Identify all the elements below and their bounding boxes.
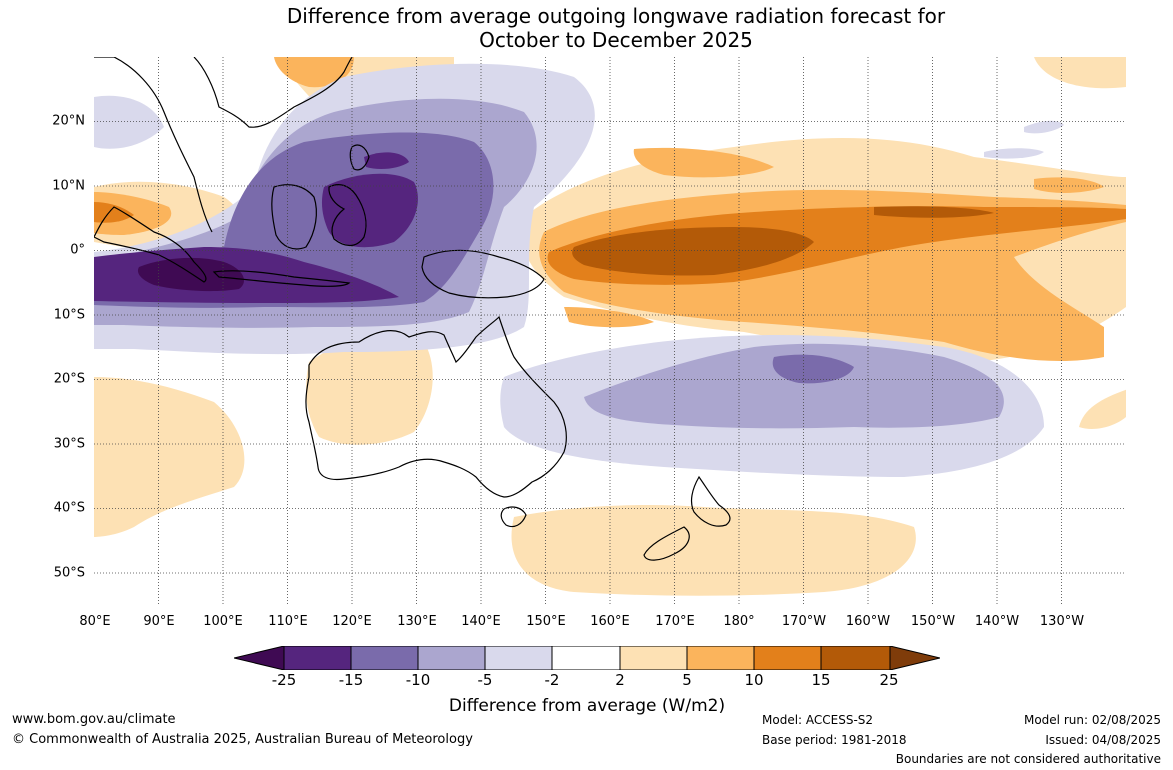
colorbar-swatch [619,646,688,670]
colorbar-tick: 15 [811,671,831,689]
lon-label-110e: 110°E [268,614,308,629]
map-title: Difference from average outgoing longwav… [0,4,1173,52]
title-line-1: Difference from average outgoing longwav… [286,4,946,28]
boundaries-disclaimer: Boundaries are not considered authoritat… [895,752,1161,766]
lat-label-10s: 10°S [53,307,85,323]
gridlines [94,57,1126,605]
lon-label-150e: 150°E [526,614,566,629]
website-link[interactable]: www.bom.gov.au/climate [12,712,176,727]
colorbar-arrow-low [234,646,285,670]
lon-label-100e: 100°E [203,614,243,629]
colorbar-swatch [350,646,419,670]
lon-label-130e: 130°E [397,614,437,629]
colorbar-tick: 25 [879,671,899,689]
colorbar-tick: -2 [544,671,560,689]
colorbar-swatch [551,646,621,670]
colorbar [234,646,940,670]
lon-label-80e: 80°E [79,614,111,629]
colorbar-label: Difference from average (W/m2) [448,696,726,716]
lon-label-140w: 140°W [974,614,1020,629]
colorbar-tick: -15 [338,671,364,689]
lon-label-150w: 150°W [910,614,956,629]
colorbar-swatch [753,646,822,670]
lon-label-160w: 160°W [845,614,891,629]
colorbar-tick: -10 [405,671,431,689]
lon-label-130w: 130°W [1039,614,1085,629]
lat-label-20s: 20°S [53,371,85,387]
colorbar-swatch [484,646,553,670]
base-period: Base period: 1981-2018 [762,733,907,747]
coastlines [94,57,731,561]
lon-label-170e: 170°E [655,614,695,629]
lon-label-140e: 140°E [461,614,501,629]
anomaly-map [94,57,1126,605]
model-name: Model: ACCESS-S2 [762,713,874,727]
colorbar-tick: -5 [477,671,493,689]
lon-label-160e: 160°E [590,614,630,629]
lat-label-0: 0° [70,242,85,258]
model-run-date: Model run: 02/08/2025 [1023,713,1161,727]
copyright-text: © Commonwealth of Australia 2025, Austra… [12,732,473,747]
map-panel [94,57,1126,605]
lat-label-30s: 30°S [53,436,85,452]
colorbar-tick: 5 [682,671,692,689]
negative-anomaly-below-25 [137,257,244,292]
colorbar-swatch [686,646,755,670]
positive-anomaly-15-25 [572,206,994,276]
lon-label-90e: 90°E [143,614,175,629]
colorbar-tick: 2 [615,671,625,689]
title-line-2: October to December 2025 [479,28,753,52]
lat-label-40s: 40°S [53,500,85,516]
colorbar-swatch [283,646,352,670]
colorbar-arrow-high [889,646,940,670]
lat-label-50s: 50°S [53,565,85,581]
lon-label-180: 180° [723,614,755,629]
colorbar-swatch [820,646,891,670]
colorbar-tick: -25 [271,671,297,689]
lat-label-20n: 20°N [52,113,85,129]
colorbar-tick: 10 [744,671,764,689]
colorbar-swatch [417,646,486,670]
issued-date: Issued: 04/08/2025 [1045,733,1161,747]
lon-label-120e: 120°E [332,614,372,629]
lat-label-10n: 10°N [52,178,85,194]
lon-label-170w: 170°W [781,614,827,629]
